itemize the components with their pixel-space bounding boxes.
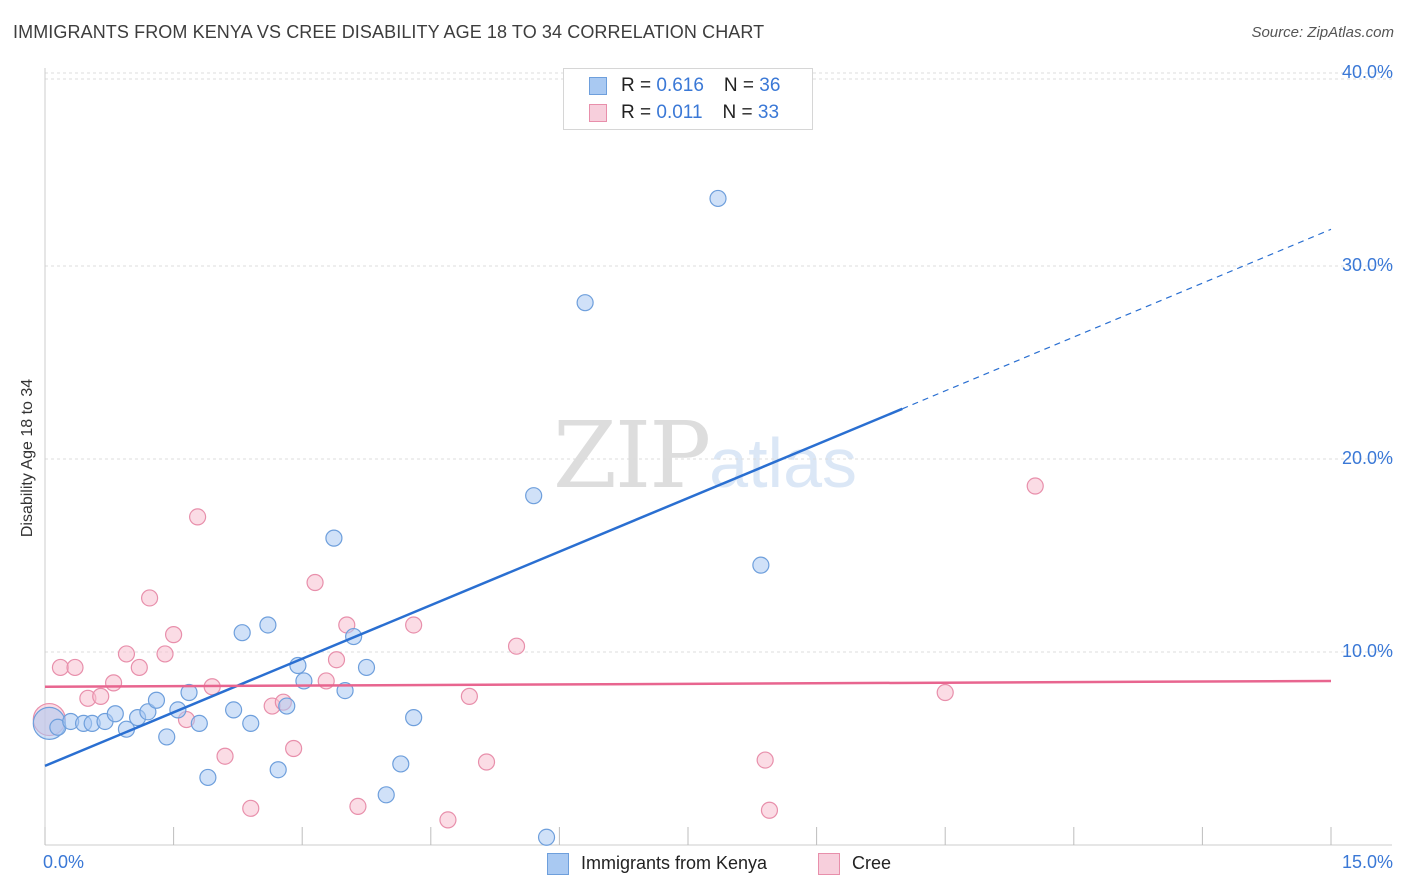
kenya-point (199, 768, 217, 787)
kenya-point (269, 761, 287, 779)
cree-points (32, 477, 1044, 829)
kenya-point (106, 705, 124, 723)
y-tick-label-20: 20.0% (1341, 448, 1393, 468)
cree-point (156, 645, 174, 663)
y-tick-label-40: 40.0% (1341, 62, 1393, 82)
cree-point (306, 573, 324, 592)
kenya-point (525, 487, 543, 505)
cree-point (117, 645, 136, 663)
grid-layer (45, 72, 1392, 653)
cree-r-value: 0.011 (656, 102, 703, 123)
cree-point (349, 797, 367, 816)
cree-point (1026, 477, 1044, 495)
kenya-point (139, 703, 157, 721)
x-tick-label-max: 15.0% (1341, 852, 1393, 872)
kenya-point (405, 709, 423, 727)
y-axis-label: Disability Age 18 to 34 (19, 378, 36, 538)
kenya-point (576, 294, 594, 312)
cree-point (242, 799, 260, 817)
cree-point (327, 651, 346, 669)
kenya-point (709, 189, 727, 208)
source-credit: Source: ZipAtlas.com (1251, 24, 1394, 41)
trend-lines (44, 228, 1332, 768)
cree-point (760, 801, 779, 819)
kenya-point (325, 529, 343, 547)
kenya-trend-extension (902, 228, 1332, 410)
kenya-point (190, 714, 208, 733)
y-tick-label-10: 10.0% (1341, 641, 1393, 661)
cree-point (216, 747, 234, 765)
cree-trend-line (44, 679, 1332, 688)
cree-point (130, 658, 148, 677)
cree-swatch (589, 104, 607, 122)
kenya-points (32, 189, 770, 846)
legend-kenya-swatch (547, 853, 569, 875)
kenya-trend-line (44, 407, 903, 768)
legend-kenya-label: Immigrants from Kenya (581, 853, 768, 873)
legend-cree-swatch (818, 853, 840, 875)
cree-point (189, 508, 207, 526)
cree-point (936, 683, 954, 702)
kenya-point (377, 786, 395, 804)
kenya-r-value: 0.616 (656, 75, 704, 96)
kenya-n-value: 36 (759, 75, 781, 96)
cree-r-label: R = (621, 102, 657, 123)
cree-point (92, 687, 110, 705)
kenya-r-label: R = (621, 75, 657, 96)
cree-point (405, 616, 423, 634)
kenya-point (278, 697, 296, 715)
chart-title: IMMIGRANTS FROM KENYA VS CREE DISABILITY… (13, 22, 765, 42)
cree-point (477, 753, 496, 771)
legend-cree-label: Cree (852, 853, 892, 873)
y-tick-label-30: 30.0% (1341, 255, 1393, 275)
cree-point (66, 658, 84, 677)
cree-point (756, 751, 774, 769)
kenya-point (180, 683, 198, 702)
cree-point (460, 687, 478, 705)
kenya-swatch (589, 77, 607, 95)
cree-point (439, 811, 457, 829)
kenya-point (259, 616, 277, 634)
kenya-point (537, 828, 556, 846)
kenya-point (225, 701, 243, 719)
kenya-point (752, 556, 770, 574)
cree-point (104, 674, 123, 692)
cree-point (140, 589, 159, 607)
stats-legend: R = 0.616 N = 36 R = 0.011 N = 33 (563, 68, 813, 130)
cree-n-label: N = (722, 102, 758, 123)
kenya-point (357, 658, 376, 677)
kenya-point (242, 714, 260, 733)
kenya-n-label: N = (723, 75, 760, 96)
kenya-point (233, 624, 251, 642)
kenya-point (392, 755, 410, 773)
cree-point (507, 637, 526, 655)
kenya-point (158, 728, 176, 746)
cree-n-value: 33 (757, 102, 780, 123)
cree-point (285, 739, 303, 758)
kenya-point (147, 691, 166, 709)
cree-point (51, 658, 70, 677)
cree-point (165, 626, 183, 644)
x-tick-label-min: 0.0% (43, 852, 85, 872)
